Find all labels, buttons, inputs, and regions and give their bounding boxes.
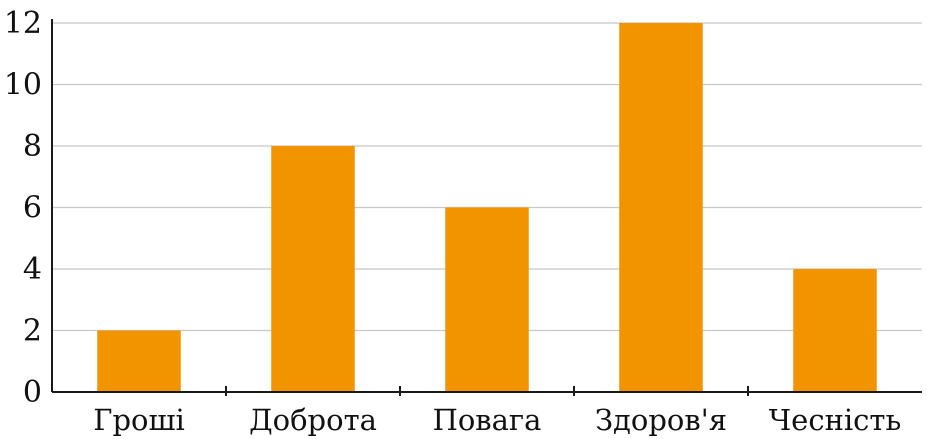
y-tick-label-8: 8 <box>23 129 42 164</box>
x-tick-label-2: Доброта <box>249 403 377 437</box>
x-tick-label-4: Здоров'я <box>595 403 727 437</box>
y-tick-label-4: 4 <box>23 252 42 287</box>
bar-3 <box>445 207 529 392</box>
y-tick-label-6: 6 <box>23 191 42 226</box>
y-tick-label-0: 0 <box>23 375 42 410</box>
y-tick-label-12: 12 <box>4 6 42 41</box>
x-tick-label-5: Чесність <box>769 403 902 437</box>
x-axis-ticks: Гроші Доброта Повага Здоров'я Чесність <box>93 403 901 437</box>
y-axis-ticks: 0 2 4 6 8 10 12 <box>4 6 42 410</box>
x-tick-label-1: Гроші <box>93 403 184 437</box>
y-tick-label-2: 2 <box>23 314 42 349</box>
bars <box>97 23 877 392</box>
bar-1 <box>97 330 181 392</box>
bar-5 <box>793 269 877 392</box>
axes <box>51 19 922 396</box>
y-tick-label-10: 10 <box>4 68 42 103</box>
bar-4 <box>619 23 703 392</box>
x-tick-label-3: Повага <box>433 403 542 437</box>
bar-2 <box>271 146 355 392</box>
